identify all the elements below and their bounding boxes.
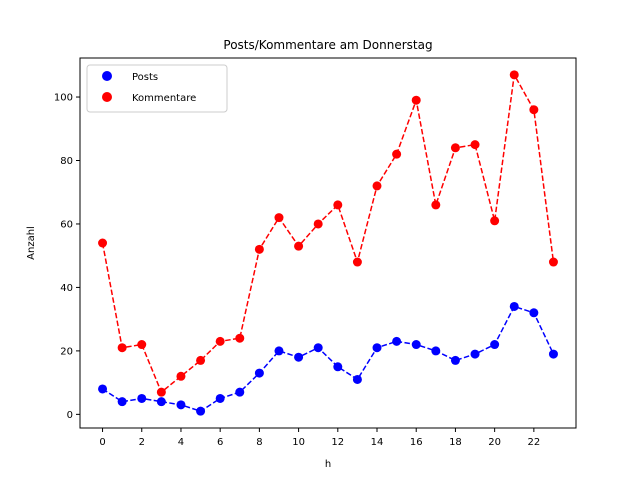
x-tick-label: 20 [488,437,501,448]
data-point-posts [215,393,225,403]
data-point-posts [372,343,382,353]
data-point-posts [98,384,108,394]
data-point-kommentare [411,95,421,105]
x-tick-label: 12 [331,437,344,448]
data-point-posts [548,349,558,359]
data-point-kommentare [117,343,127,353]
x-tick-label: 14 [371,437,384,448]
y-axis-ticks: 0 20 40 60 80 100 [54,93,80,421]
data-point-posts [196,406,206,416]
y-tick-label: 40 [60,283,73,294]
data-point-kommentare [196,355,206,365]
x-tick-label: 0 [99,437,105,448]
data-point-posts [392,336,402,346]
data-point-kommentare [156,387,166,397]
legend-label-kommentare: Kommentare [132,93,196,104]
data-point-posts [470,349,480,359]
data-point-kommentare [372,181,382,191]
data-point-kommentare [137,340,147,350]
data-point-posts [235,387,245,397]
data-point-kommentare [470,140,480,150]
legend: Posts Kommentare [86,64,228,113]
data-point-posts [333,362,343,372]
data-point-posts [117,397,127,407]
x-axis-label: h [325,459,331,470]
x-axis-ticks: 0 2 4 6 8 10 12 14 16 18 20 22 [99,428,540,448]
data-point-kommentare [450,143,460,153]
y-axis-label: Anzahl [26,226,37,260]
data-point-posts [509,301,519,311]
data-point-kommentare [333,200,343,210]
data-point-posts [274,346,284,356]
y-tick-label: 60 [60,219,73,230]
data-point-kommentare [352,257,362,267]
data-point-kommentare [529,105,539,115]
axes-frame [79,57,577,429]
data-point-posts [411,340,421,350]
y-tick-label: 20 [60,346,73,357]
legend-label-posts: Posts [132,72,158,83]
x-tick-label: 16 [410,437,423,448]
data-point-posts [294,352,304,362]
data-point-posts [450,355,460,365]
chart-title: Posts/Kommentare am Donnerstag [223,38,432,52]
data-point-posts [490,340,500,350]
y-tick-label: 100 [54,93,73,104]
y-tick-label: 0 [67,410,73,421]
data-point-kommentare [313,219,323,229]
data-point-kommentare [490,216,500,226]
data-point-kommentare [274,213,284,223]
legend-box [86,64,228,113]
data-point-posts [137,393,147,403]
x-tick-label: 2 [139,437,145,448]
series-layer [98,70,558,416]
x-tick-label: 10 [292,437,305,448]
data-point-kommentare [235,333,245,343]
plot-area [80,58,576,428]
legend-marker-posts [102,71,112,81]
data-point-posts [176,400,186,410]
data-point-posts [313,343,323,353]
x-tick-label: 18 [449,437,462,448]
x-tick-label: 22 [527,437,540,448]
data-point-kommentare [176,371,186,381]
data-point-kommentare [509,70,519,80]
data-point-kommentare [392,149,402,159]
y-tick-label: 80 [60,156,73,167]
legend-marker-kommentare [102,92,112,102]
data-point-kommentare [98,238,108,248]
data-point-kommentare [294,241,304,251]
data-point-posts [156,397,166,407]
data-point-posts [431,346,441,356]
data-point-posts [529,308,539,318]
data-point-kommentare [431,200,441,210]
x-tick-label: 8 [256,437,262,448]
data-point-posts [254,368,264,378]
x-tick-label: 6 [217,437,223,448]
data-point-posts [352,374,362,384]
data-point-kommentare [548,257,558,267]
x-tick-label: 4 [178,437,184,448]
data-point-kommentare [215,336,225,346]
data-point-kommentare [254,244,264,254]
